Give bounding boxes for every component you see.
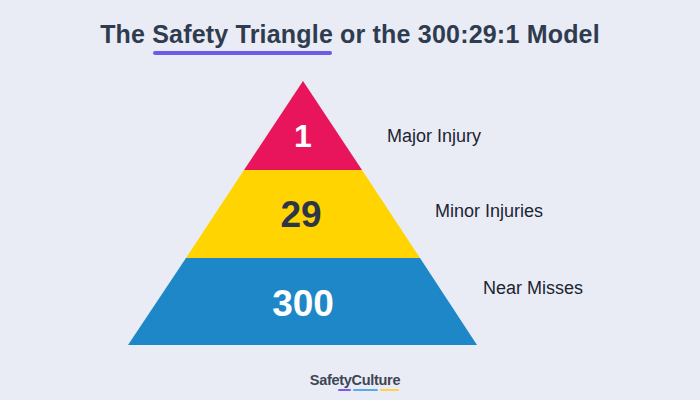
logo-dash-blue (353, 389, 378, 391)
tier-label-near-misses: Near Misses (483, 278, 583, 299)
safetyculture-logo: SafetyCulture (310, 371, 400, 389)
tier-value-near-misses: 300 (272, 283, 334, 325)
safetyculture-logo-text: SafetyCulture (310, 372, 400, 388)
logo-dash-yellow (380, 389, 399, 391)
safetyculture-logo-dashes (338, 389, 399, 391)
pyramid-chart (0, 0, 700, 400)
tier-label-minor-injuries: Minor Injuries (435, 201, 543, 222)
safety-triangle-infographic: The Safety Triangle or the 300:29:1 Mode… (0, 0, 700, 400)
tier-value-major-injury: 1 (294, 118, 312, 155)
footer: SafetyCulture (0, 371, 700, 389)
tier-value-minor-injuries: 29 (280, 194, 321, 236)
tier-label-major-injury: Major Injury (387, 126, 481, 147)
logo-dash-purple (338, 389, 351, 391)
